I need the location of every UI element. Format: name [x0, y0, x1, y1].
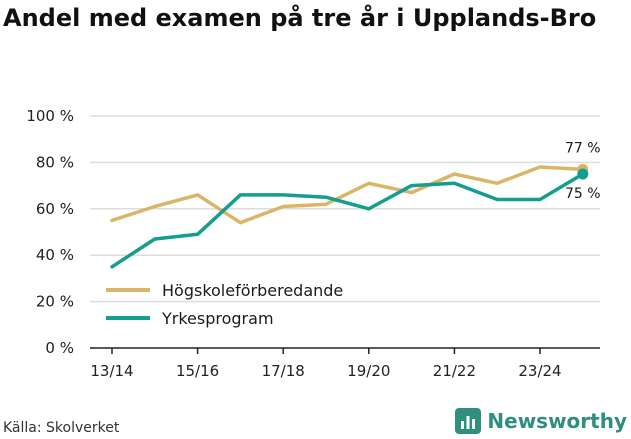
- x-tick-label: 21/22: [433, 362, 476, 380]
- series-end-point: [577, 168, 589, 180]
- grid-lines: [90, 115, 600, 303]
- brand-name: Newsworthy: [487, 409, 627, 433]
- y-axis: 0 % 20 % 40 % 60 % 80 % 100 %: [26, 107, 74, 357]
- series-lines: 77 % 75 %: [110, 140, 601, 269]
- y-tick-label: 60 %: [36, 200, 74, 218]
- y-tick-label: 80 %: [36, 153, 74, 171]
- x-tick-label: 15/16: [176, 362, 219, 380]
- y-tick-label: 20 %: [36, 293, 74, 311]
- x-tick-label: 17/18: [262, 362, 305, 380]
- y-tick-label: 100 %: [26, 107, 74, 125]
- bar-chart-icon: [455, 408, 482, 434]
- series-line: [110, 165, 585, 225]
- series-end-label: 75 %: [565, 186, 601, 202]
- legend-label: Högskoleförberedande: [162, 281, 343, 300]
- chart-title: Andel med examen på tre år i Upplands-Br…: [3, 4, 597, 32]
- source-note: Källa: Skolverket: [3, 420, 120, 436]
- x-tick-label: 19/20: [347, 362, 390, 380]
- x-axis: 13/14 15/16 17/18 19/20 21/22 23/24: [90, 347, 600, 380]
- y-tick-label: 40 %: [36, 246, 74, 264]
- series-line: [110, 172, 585, 269]
- y-tick-label: 0 %: [45, 339, 74, 357]
- x-tick-label: 23/24: [518, 362, 561, 380]
- legend: Högskoleförberedande Yrkesprogram: [106, 281, 343, 328]
- x-tick-label: 13/14: [90, 362, 133, 380]
- brand-logo: Newsworthy: [455, 408, 627, 434]
- legend-label: Yrkesprogram: [161, 309, 274, 328]
- series-end-label: 77 %: [565, 140, 601, 156]
